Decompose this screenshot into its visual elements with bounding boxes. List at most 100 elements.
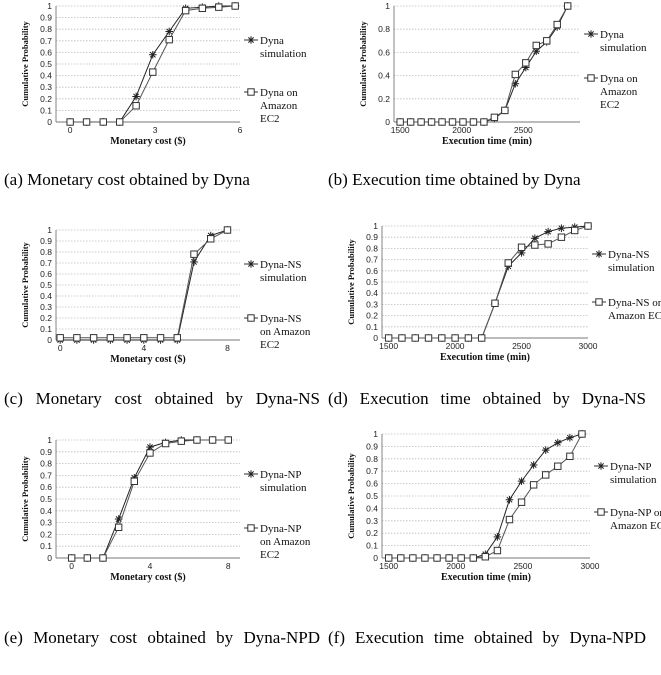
x-tick-label: 2500	[513, 561, 532, 571]
legend-square	[247, 524, 255, 532]
point-square	[161, 439, 170, 448]
point-square	[501, 106, 509, 115]
x-axis-title: Execution time (min)	[440, 352, 530, 363]
x-tick-label: 8	[226, 561, 231, 571]
point-square	[451, 334, 459, 342]
point-square	[140, 334, 148, 342]
y-axis-title: Cumulative Probability	[358, 20, 368, 106]
point-square	[553, 20, 561, 29]
series-line	[400, 5, 569, 123]
chart-a: 0 0.10.2 0.30.4 0.5 0.60.7 0.80.9 1 0 3 6 Monetary…	[20, 1, 307, 147]
y-tick-label: 0.2	[40, 529, 52, 539]
y-tick-label: 0.3	[366, 516, 378, 526]
point-square	[543, 37, 551, 45]
point-square	[424, 334, 433, 342]
point-square	[459, 118, 467, 126]
point-square	[557, 233, 566, 241]
y-tick-label: 0.9	[366, 232, 378, 242]
legend-square	[247, 88, 255, 96]
chart-f: 0 0.1 0.2 0.3 0.4 0.5 0.6 0.7 0.8 0.9 1 1500 2000 250…	[346, 429, 661, 583]
x-tick-label: 4	[141, 343, 146, 353]
point-square	[193, 436, 201, 444]
y-tick-label: 1	[47, 435, 52, 445]
y-tick-label: 1	[385, 1, 390, 11]
legend-label: Dyna simulation	[260, 35, 307, 60]
point-square	[464, 334, 473, 342]
y-tick-label: 0.7	[40, 470, 52, 480]
series-ec2	[56, 226, 232, 342]
panel-d: 0 0.1 0.2 0.3 0.4 0.5 0.6 0.7 0.8 0.9 1 1500 2000 250…	[330, 220, 661, 380]
point-square	[438, 118, 446, 126]
x-tick-label: 2000	[452, 125, 471, 135]
y-tick-label: 0.6	[378, 47, 390, 57]
y-tick-label: 0.2	[40, 313, 52, 323]
point-square	[190, 250, 198, 258]
series-line	[60, 229, 228, 339]
chart-e: 0 0.1 0.20.3 0.4 0.5 0.6 0.70.8 0.9 1 0 4 8 Monetary…	[20, 435, 311, 583]
y-tick-label: 0.2	[40, 94, 52, 104]
legend-label: Dyna on Amazon EC2	[260, 87, 298, 125]
x-axis-title: Execution time (min)	[441, 572, 531, 583]
point-square	[156, 334, 165, 342]
y-tick-label: 0.5	[366, 491, 378, 501]
legend-label: Dyna-NP on Amazon EC2	[260, 523, 311, 561]
chart-c: 00.10.20.30.40.50.60.70.80.910 4 8Monetary…	[20, 225, 311, 365]
point-square	[448, 118, 457, 126]
y-tick-label: 1	[373, 221, 378, 231]
point-square	[409, 554, 417, 562]
point-square	[531, 241, 539, 249]
point-square	[504, 259, 512, 267]
y-tick-label: 1	[373, 429, 378, 439]
x-axis-title: Execution time (min)	[442, 136, 532, 147]
y-tick-label: 0.4	[378, 71, 390, 81]
point-square	[427, 118, 436, 126]
point-square	[554, 462, 562, 470]
x-tick-label: 2500	[514, 125, 533, 135]
caption-d: (d) Execution time obtained by Dyna-NS	[328, 389, 646, 408]
point-square	[544, 240, 552, 248]
x-tick-label: 1500	[391, 125, 410, 135]
series-line	[388, 225, 589, 339]
point-square	[469, 118, 478, 126]
point-square	[123, 334, 131, 342]
y-tick-label: 0.6	[40, 269, 52, 279]
x-tick-label: 0	[58, 343, 63, 353]
point-square	[106, 334, 115, 342]
series-line	[400, 5, 569, 123]
y-tick-label: 0.4	[40, 71, 52, 81]
x-axis-title: Monetary cost ($)	[110, 136, 186, 147]
y-tick-label: 0.3	[40, 82, 52, 92]
y-tick-label: 1	[47, 1, 52, 11]
y-tick-label: 0.6	[366, 479, 378, 489]
point-square	[173, 334, 181, 342]
y-tick-label: 0.5	[40, 59, 52, 69]
caption-f: (f) Execution time obtained by Dyna-NPD	[328, 628, 646, 647]
y-tick-label: 0.1	[40, 324, 52, 334]
point-square	[177, 437, 185, 445]
point-square	[421, 554, 429, 562]
x-tick-label: 1500	[379, 561, 398, 571]
point-square	[114, 523, 123, 532]
y-tick-label: 0.4	[40, 506, 52, 516]
point-square	[532, 41, 540, 50]
point-square	[517, 243, 526, 251]
y-tick-label: 1	[47, 225, 52, 235]
legend-label: Dyna-NS on Amazon EC2	[260, 313, 311, 351]
series-ec2	[396, 2, 572, 126]
series-ec2	[384, 222, 592, 342]
y-tick-label: 0.4	[40, 291, 52, 301]
point-square	[99, 118, 107, 126]
y-tick-label: 0.8	[366, 454, 378, 464]
y-tick-label: 0.8	[40, 459, 52, 469]
point-square	[417, 118, 425, 126]
point-square	[397, 554, 405, 562]
y-tick-label: 0	[385, 117, 390, 127]
y-tick-label: 0.1	[40, 105, 52, 115]
y-tick-label: 0.5	[40, 280, 52, 290]
point-square	[99, 554, 107, 562]
point-square	[511, 70, 520, 79]
point-square	[132, 102, 140, 110]
y-axis-title: Cumulative Probability	[20, 20, 30, 106]
